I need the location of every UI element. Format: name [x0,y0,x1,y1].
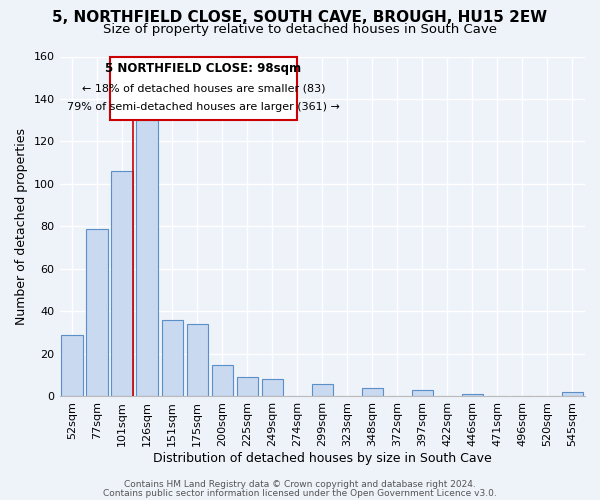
Bar [362,388,383,396]
Bar [86,228,108,396]
Bar [562,392,583,396]
Bar [112,171,133,396]
Bar [136,120,158,396]
X-axis label: Distribution of detached houses by size in South Cave: Distribution of detached houses by size … [153,452,491,465]
Text: Size of property relative to detached houses in South Cave: Size of property relative to detached ho… [103,22,497,36]
Bar [236,378,258,396]
Bar [462,394,483,396]
Bar [161,320,183,396]
Text: ← 18% of detached houses are smaller (83): ← 18% of detached houses are smaller (83… [82,84,325,94]
Y-axis label: Number of detached properties: Number of detached properties [15,128,28,325]
Bar [187,324,208,396]
Bar [412,390,433,396]
Text: 5, NORTHFIELD CLOSE, SOUTH CAVE, BROUGH, HU15 2EW: 5, NORTHFIELD CLOSE, SOUTH CAVE, BROUGH,… [52,10,548,25]
Bar [212,364,233,396]
Text: 79% of semi-detached houses are larger (361) →: 79% of semi-detached houses are larger (… [67,102,340,113]
Bar [61,335,83,396]
Text: Contains public sector information licensed under the Open Government Licence v3: Contains public sector information licen… [103,488,497,498]
Bar [262,380,283,396]
Text: Contains HM Land Registry data © Crown copyright and database right 2024.: Contains HM Land Registry data © Crown c… [124,480,476,489]
Bar [311,384,333,396]
Text: 5 NORTHFIELD CLOSE: 98sqm: 5 NORTHFIELD CLOSE: 98sqm [106,62,301,74]
